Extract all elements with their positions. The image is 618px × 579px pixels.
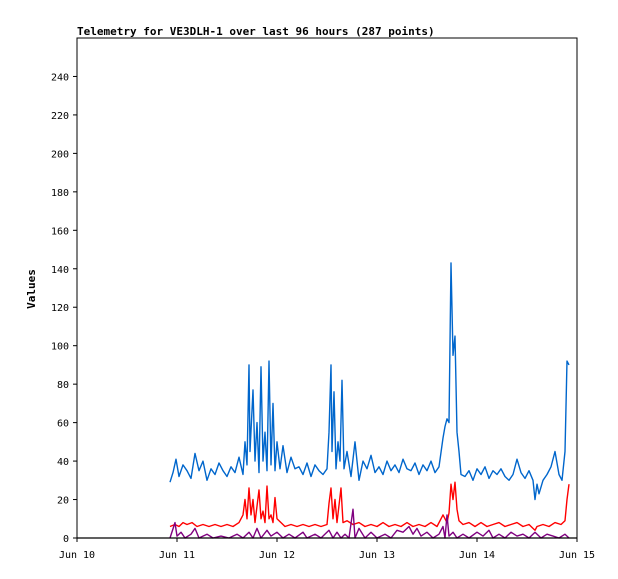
y-tick-label: 140 — [51, 265, 69, 276]
y-tick-label: 240 — [51, 72, 69, 83]
x-tick-label: Jun 14 — [459, 550, 495, 561]
series-layer — [77, 262, 577, 539]
x-tick-label: Jun 11 — [159, 550, 195, 561]
y-tick-label: 200 — [51, 149, 69, 160]
y-axis-label: Values — [25, 269, 38, 309]
y-tick-label: 160 — [51, 226, 69, 237]
chart-title: Telemetry for VE3DLH-1 over last 96 hour… — [77, 25, 435, 38]
y-tick-label: 120 — [51, 303, 69, 314]
y-tick-label: 20 — [57, 496, 69, 507]
x-tick-label: Jun 10 — [59, 550, 95, 561]
y-tick-label: 40 — [57, 457, 69, 468]
x-tick-label: Jun 15 — [559, 550, 595, 561]
x-tick-label: Jun 13 — [359, 550, 395, 561]
y-tick-label: 60 — [57, 419, 69, 430]
plot-frame — [76, 37, 578, 539]
y-tick-label: 100 — [51, 342, 69, 353]
y-tick-label: 80 — [57, 380, 69, 391]
series-line-2 — [169, 481, 570, 531]
series-line-1 — [169, 262, 570, 501]
series-line-3 — [169, 508, 570, 539]
y-tick-label: 0 — [63, 534, 69, 545]
y-tick-label: 180 — [51, 188, 69, 199]
x-tick-label: Jun 12 — [259, 550, 295, 561]
x-axis-ticks: Jun 10 Jun 11 Jun 12 Jun 13 Jun 14 Jun 15 — [59, 538, 595, 561]
y-axis-ticks: 0 20 40 60 80 100 120 140 160 180 200 220 240 — [51, 72, 77, 545]
y-tick-label: 220 — [51, 111, 69, 122]
